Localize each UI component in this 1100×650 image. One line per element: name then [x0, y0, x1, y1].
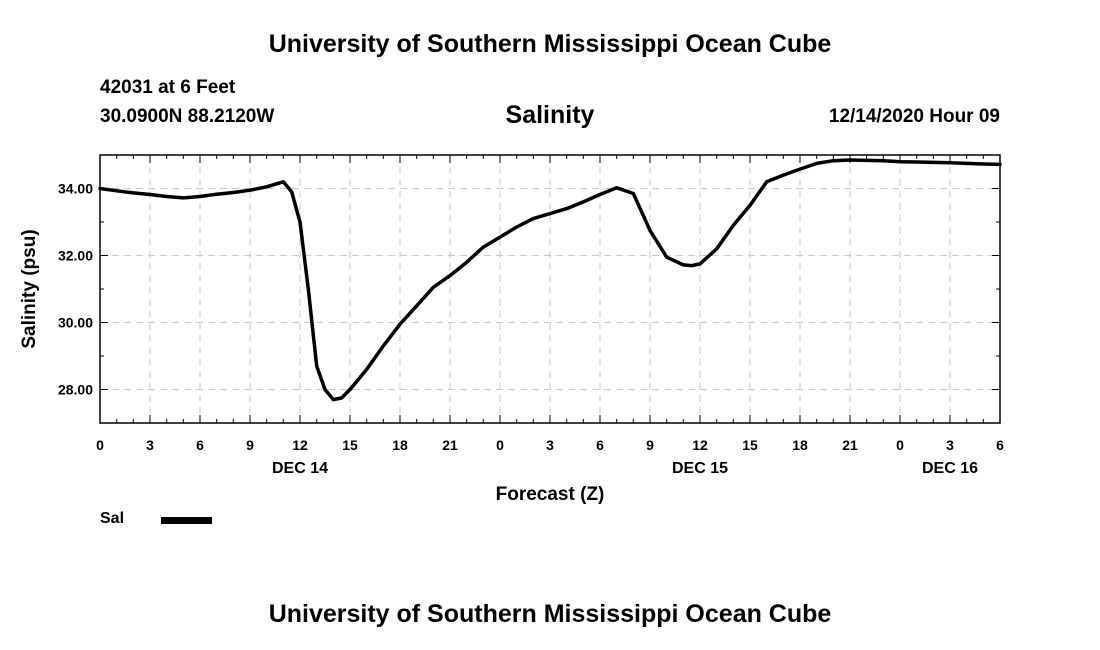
x-tick-label: 6: [996, 437, 1004, 453]
x-tick-label: 0: [96, 437, 104, 453]
x-tick-label: 18: [392, 437, 408, 453]
x-tick-label: 6: [196, 437, 204, 453]
date-label: DEC 15: [672, 460, 728, 477]
forecast-issue-time: 12/14/2020 Hour 09: [828, 106, 1000, 127]
date-label: DEC 16: [922, 460, 978, 477]
x-tick-label: 3: [546, 437, 554, 453]
legend-label-sal: Sal: [100, 510, 125, 527]
coordinates-label: 30.0900N 88.2120W: [100, 106, 275, 127]
footer-title: University of Southern Mississippi Ocean…: [268, 600, 832, 628]
x-axis-title: Forecast (Z): [496, 484, 605, 505]
x-tick-label: 15: [742, 437, 758, 453]
station-label: 42031 at 6 Feet: [100, 77, 236, 98]
series-layer: [98, 158, 1002, 402]
x-tick-label: 15: [342, 437, 358, 453]
y-tick-label: 28.00: [58, 382, 93, 398]
date-label: DEC 14: [272, 460, 328, 477]
y-axis-title: Salinity (psu): [19, 229, 40, 348]
x-tick-label: 18: [792, 437, 808, 453]
axis-labels: 28.00 30.00 32.00 34.00 0 3 6 9 12 15 18 21 0 3 6 9 12 15…: [19, 181, 1004, 506]
legend-swatch-sal: [161, 517, 212, 524]
series-line-sal: [98, 158, 1002, 402]
chart-title: Salinity: [505, 101, 595, 129]
x-tick-label: 0: [496, 437, 504, 453]
x-tick-label: 12: [292, 437, 308, 453]
x-tick-label: 6: [596, 437, 604, 453]
x-tick-label: 12: [692, 437, 708, 453]
y-tick-label: 30.00: [58, 315, 93, 331]
x-tick-label: 3: [146, 437, 154, 453]
page-title: University of Southern Mississippi Ocean…: [268, 30, 832, 58]
x-tick-label: 0: [896, 437, 904, 453]
x-tick-label: 3: [946, 437, 954, 453]
y-tick-label: 34.00: [58, 181, 93, 197]
x-tick-label: 9: [646, 437, 654, 453]
y-tick-label: 32.00: [58, 248, 93, 264]
x-tick-label: 21: [842, 437, 858, 453]
x-tick-label: 9: [246, 437, 254, 453]
grid: [100, 155, 1000, 423]
x-tick-label: 21: [442, 437, 458, 453]
